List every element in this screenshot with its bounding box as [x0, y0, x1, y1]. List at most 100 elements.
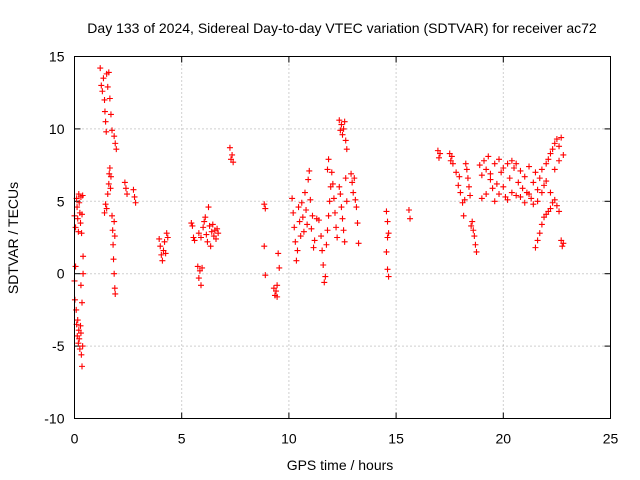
data-point [113, 146, 120, 153]
data-point [526, 163, 533, 170]
y-tick-label: -5 [52, 338, 65, 354]
data-point [80, 270, 87, 277]
data-point [383, 208, 390, 215]
data-point [551, 140, 558, 147]
data-point [289, 195, 296, 202]
data-point [340, 227, 347, 234]
data-point [109, 227, 116, 234]
data-point [305, 176, 312, 183]
data-point [300, 228, 307, 235]
data-point [338, 204, 345, 211]
y-tick-label: -10 [44, 411, 64, 427]
data-point [121, 179, 128, 186]
y-tick-label: 10 [49, 121, 65, 137]
data-point [491, 198, 498, 205]
data-point [156, 235, 163, 242]
data-point [190, 234, 197, 241]
data-point [498, 169, 505, 176]
data-point [330, 195, 337, 202]
x-tick-label: 10 [281, 431, 297, 447]
data-point [303, 206, 310, 213]
data-point [468, 222, 475, 229]
data-point [321, 279, 328, 286]
data-point [162, 250, 169, 257]
data-point [79, 343, 86, 350]
data-point [208, 228, 215, 235]
data-point [226, 144, 233, 151]
data-point [556, 208, 563, 215]
x-tick-label: 20 [496, 431, 512, 447]
data-point [101, 96, 108, 103]
data-point [551, 196, 558, 203]
data-point [348, 170, 355, 177]
data-point [336, 183, 343, 190]
data-point [323, 241, 330, 248]
data-point [456, 173, 463, 180]
data-point [106, 95, 113, 102]
data-point [122, 185, 129, 192]
data-point [101, 108, 108, 115]
data-point [383, 248, 390, 255]
data-point [407, 215, 414, 222]
data-point [521, 199, 528, 206]
data-point [111, 133, 118, 140]
data-point [467, 192, 474, 199]
data-point [78, 351, 85, 358]
data-point [301, 189, 308, 196]
y-tick-label: 15 [49, 49, 65, 65]
data-point [355, 240, 362, 247]
data-point [343, 146, 350, 153]
data-point [506, 175, 513, 182]
data-point [201, 218, 208, 225]
data-point [131, 193, 138, 200]
x-tick-label: 15 [388, 431, 404, 447]
data-point [103, 205, 110, 212]
data-point [76, 335, 83, 342]
data-point [262, 205, 269, 212]
data-point [298, 199, 305, 206]
data-point [299, 214, 306, 221]
data-point [328, 169, 335, 176]
data-point [293, 257, 300, 264]
data-point [320, 262, 327, 269]
data-point [530, 179, 537, 186]
data-point [74, 215, 81, 222]
data-point [318, 233, 325, 240]
data-point [384, 218, 391, 225]
data-point [470, 227, 477, 234]
data-point [334, 234, 341, 241]
data-point [543, 178, 550, 185]
data-point [534, 237, 541, 244]
data-point [206, 222, 213, 229]
data-point [79, 363, 86, 370]
data-point [351, 175, 358, 182]
data-point [189, 222, 196, 229]
data-point [124, 191, 131, 198]
data-point [435, 154, 442, 161]
data-point [465, 183, 472, 190]
data-point [111, 233, 118, 240]
data-point [77, 220, 84, 227]
data-point [262, 272, 269, 279]
data-point [261, 243, 268, 250]
data-point [500, 164, 507, 171]
data-point [472, 241, 479, 248]
data-point [462, 160, 469, 167]
data-point [461, 196, 468, 203]
axis-ticks [74, 56, 611, 419]
data-point [483, 166, 490, 173]
data-point [194, 263, 201, 270]
data-point [290, 209, 297, 216]
data-point [311, 237, 318, 244]
data-point [76, 199, 83, 206]
data-point [294, 247, 301, 254]
data-point [230, 159, 237, 166]
data-point [353, 204, 360, 211]
data-point [478, 195, 485, 202]
data-point [324, 166, 331, 173]
data-point [273, 288, 280, 295]
data-point [453, 169, 460, 176]
data-point [325, 212, 332, 219]
data-point [339, 131, 346, 138]
